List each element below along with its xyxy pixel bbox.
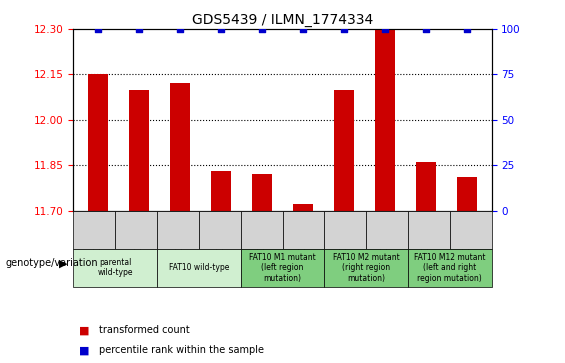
Text: percentile rank within the sample: percentile rank within the sample bbox=[99, 345, 264, 355]
Bar bbox=[457, 177, 477, 211]
Bar bbox=[366, 211, 408, 249]
Bar bbox=[450, 211, 492, 249]
Bar bbox=[293, 204, 313, 211]
Bar bbox=[88, 74, 108, 211]
Bar bbox=[324, 249, 408, 287]
Text: FAT10 M1 mutant
(left region
mutation): FAT10 M1 mutant (left region mutation) bbox=[249, 253, 316, 283]
Point bbox=[298, 26, 307, 32]
Text: FAT10 M12 mutant
(left and right
region mutation): FAT10 M12 mutant (left and right region … bbox=[414, 253, 485, 283]
Text: FAT10 M2 mutant
(right region
mutation): FAT10 M2 mutant (right region mutation) bbox=[333, 253, 399, 283]
Point bbox=[134, 26, 144, 32]
Point bbox=[176, 26, 185, 32]
Point bbox=[340, 26, 349, 32]
Bar bbox=[282, 211, 324, 249]
Bar bbox=[416, 162, 436, 211]
Text: ■: ■ bbox=[79, 325, 90, 335]
Bar bbox=[375, 29, 396, 211]
Bar bbox=[170, 83, 190, 211]
Point bbox=[462, 26, 471, 32]
Bar bbox=[211, 171, 231, 211]
Bar bbox=[334, 90, 354, 211]
Bar bbox=[252, 174, 272, 211]
Bar bbox=[115, 211, 157, 249]
Bar bbox=[73, 249, 157, 287]
Text: FAT10 wild-type: FAT10 wild-type bbox=[169, 263, 229, 272]
Bar bbox=[408, 211, 450, 249]
Bar bbox=[73, 211, 115, 249]
Bar bbox=[129, 90, 149, 211]
Text: parental
wild-type: parental wild-type bbox=[98, 258, 133, 277]
Point bbox=[216, 26, 225, 32]
Bar bbox=[324, 211, 366, 249]
Point bbox=[258, 26, 267, 32]
Text: transformed count: transformed count bbox=[99, 325, 190, 335]
Point bbox=[421, 26, 431, 32]
Text: ■: ■ bbox=[79, 345, 90, 355]
Bar bbox=[241, 211, 282, 249]
Bar bbox=[157, 211, 199, 249]
Bar bbox=[408, 249, 492, 287]
Point bbox=[94, 26, 103, 32]
Bar bbox=[157, 249, 241, 287]
Title: GDS5439 / ILMN_1774334: GDS5439 / ILMN_1774334 bbox=[192, 13, 373, 26]
Point bbox=[380, 26, 389, 32]
Text: genotype/variation: genotype/variation bbox=[6, 258, 98, 268]
Bar bbox=[199, 211, 241, 249]
Bar bbox=[241, 249, 324, 287]
Text: ▶: ▶ bbox=[59, 258, 68, 268]
